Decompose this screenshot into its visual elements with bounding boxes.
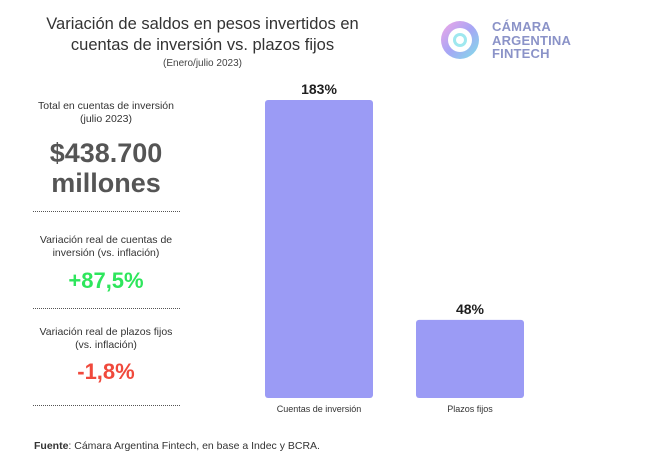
data-label-1: 48%	[456, 301, 485, 317]
divider-1	[33, 211, 180, 212]
title-line-1: Variación de saldos en pesos invertidos …	[46, 15, 359, 33]
logo-text: CÁMARA ARGENTINA FINTECH	[492, 20, 571, 61]
category-label-0: Cuentas de inversión	[277, 404, 362, 414]
logo-line-1: CÁMARA	[492, 19, 551, 34]
bar-0	[265, 100, 373, 398]
total-label-line-1: Total en cuentas de inversión	[37, 100, 174, 112]
camara-fintech-logo: CÁMARA ARGENTINA FINTECH	[436, 14, 586, 66]
total-amount-line-2: millones	[51, 168, 161, 198]
plazos-variation-value: -1,8%	[77, 359, 135, 384]
chart-title: Variación de saldos en pesos invertidos …	[30, 14, 375, 56]
divider-3	[33, 405, 180, 406]
total-amount: $438.700 millones	[20, 138, 192, 198]
cuentas-label-line-2: inversión (vs. inflación)	[52, 247, 160, 259]
cuentas-variation-label: Variación real de cuentas de inversión (…	[20, 234, 192, 260]
title-line-2: cuentas de inversión vs. plazos fijos	[70, 36, 335, 54]
logo-line-2: ARGENTINA	[492, 32, 572, 48]
logo-ring-icon	[441, 21, 479, 59]
total-label-line-2: (julio 2023)	[80, 113, 132, 125]
bar-1	[416, 319, 524, 398]
source-label: Fuente	[34, 440, 69, 452]
plazos-label-line-1: Variación real de plazos fijos	[39, 326, 173, 338]
source-text: : Cámara Argentina Fintech, en base a In…	[68, 440, 320, 452]
plazos-label-line-2: (vs. inflación)	[75, 339, 137, 351]
plazos-variation-label: Variación real de plazos fijos (vs. infl…	[20, 326, 192, 352]
data-label-0: 183%	[301, 81, 337, 97]
logo-line-3: FINTECH	[492, 46, 550, 61]
category-label-1: Plazos fijos	[447, 404, 493, 414]
divider-2	[33, 308, 180, 309]
chart-subtitle: (Enero/julio 2023)	[163, 58, 242, 69]
cuentas-variation-value: +87,5%	[68, 268, 144, 293]
cuentas-label-line-1: Variación real de cuentas de	[39, 234, 173, 246]
total-amount-line-1: $438.700	[49, 138, 163, 168]
total-label: Total en cuentas de inversión (julio 202…	[20, 100, 192, 126]
source-note: Fuente: Cámara Argentina Fintech, en bas…	[34, 440, 320, 452]
